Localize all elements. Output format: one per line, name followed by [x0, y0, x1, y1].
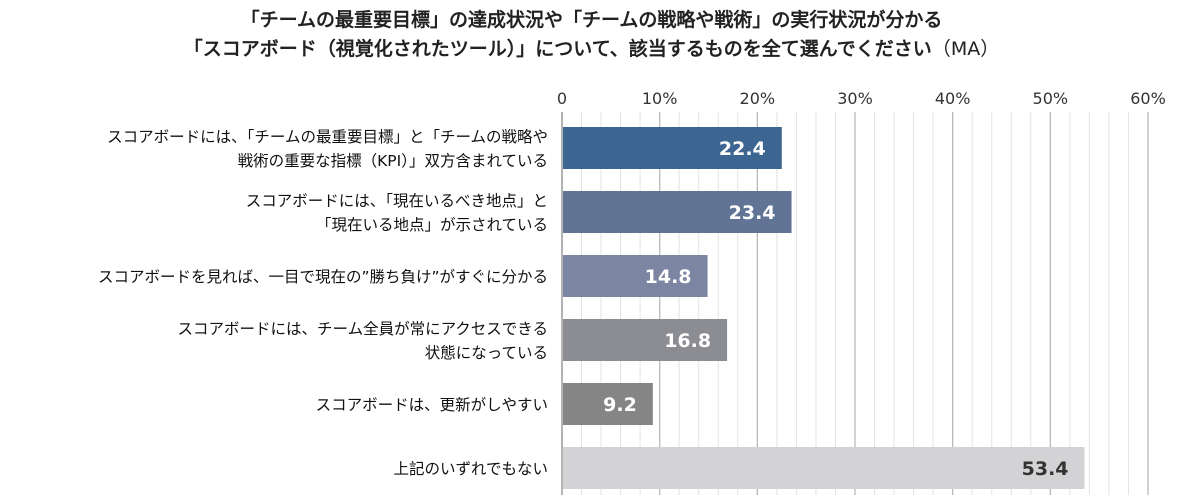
bar [563, 191, 792, 233]
category-label: スコアボードには、チーム全員が常にアクセスできる [178, 320, 548, 338]
x-tick-label: 50% [1033, 89, 1069, 108]
bar-value-label: 22.4 [719, 138, 766, 160]
gridlines [561, 112, 1149, 495]
category-label: スコアボードには、「現在いるべき地点」と [246, 192, 548, 210]
x-axis-tick-labels: 0 10% 20% 30% 40% 50% 60% [557, 89, 1166, 108]
x-tick-label: 60% [1130, 89, 1166, 108]
bar-value-label: 53.4 [1022, 458, 1069, 480]
category-labels: スコアボードには、「チームの最重要目標」と「チームの戦略や戦術の重要な指標（KP… [98, 128, 548, 478]
bars: 22.4 23.4 14.8 16.8 9.2 53.4 [563, 127, 1085, 489]
bar-value-label: 16.8 [664, 330, 711, 352]
bar-value-label: 23.4 [729, 202, 776, 224]
chart-title-line1: 「チームの最重要目標」の達成状況や「チームの戦略や戦術」の実行状況が分かる [240, 9, 943, 31]
bar [563, 447, 1085, 489]
x-tick-label: 30% [837, 89, 873, 108]
bar [563, 255, 708, 297]
bar [563, 127, 782, 169]
x-tick-label: 0 [557, 89, 567, 108]
bar [563, 319, 728, 361]
chart-title-line2: 「スコアボード（視覚化されたツール）」について、該当するものを全て選んでください… [0, 35, 1183, 64]
category-label: スコアボードには、「チームの最重要目標」と「チームの戦略や [107, 128, 548, 146]
x-tick-label: 20% [740, 89, 776, 108]
category-label: 上記のいずれでもない [393, 460, 548, 478]
bar-value-label: 9.2 [603, 394, 637, 416]
x-tick-label: 10% [642, 89, 678, 108]
x-tick-label: 40% [935, 89, 971, 108]
category-label: スコアボードを見れば、一目で現在の”勝ち負け”がすぐに分かる [98, 268, 548, 286]
category-label: スコアボードは、更新がしやすい [316, 396, 548, 414]
chart-title-line2-text: 「スコアボード（視覚化されたツール）」について、該当するものを全て選んでください [183, 38, 932, 60]
category-label: 戦術の重要な指標（KPI）」双方含まれている [238, 152, 548, 170]
category-label: 状態になっている [425, 344, 548, 362]
chart-title-suffix: （MA） [931, 38, 1000, 60]
bar [563, 383, 653, 425]
bar-value-label: 14.8 [645, 266, 692, 288]
chart-title: 「チームの最重要目標」の達成状況や「チームの戦略や戦術」の実行状況が分かる 「ス… [0, 6, 1183, 64]
category-label: 「現在いる地点」が示されている [316, 216, 548, 234]
